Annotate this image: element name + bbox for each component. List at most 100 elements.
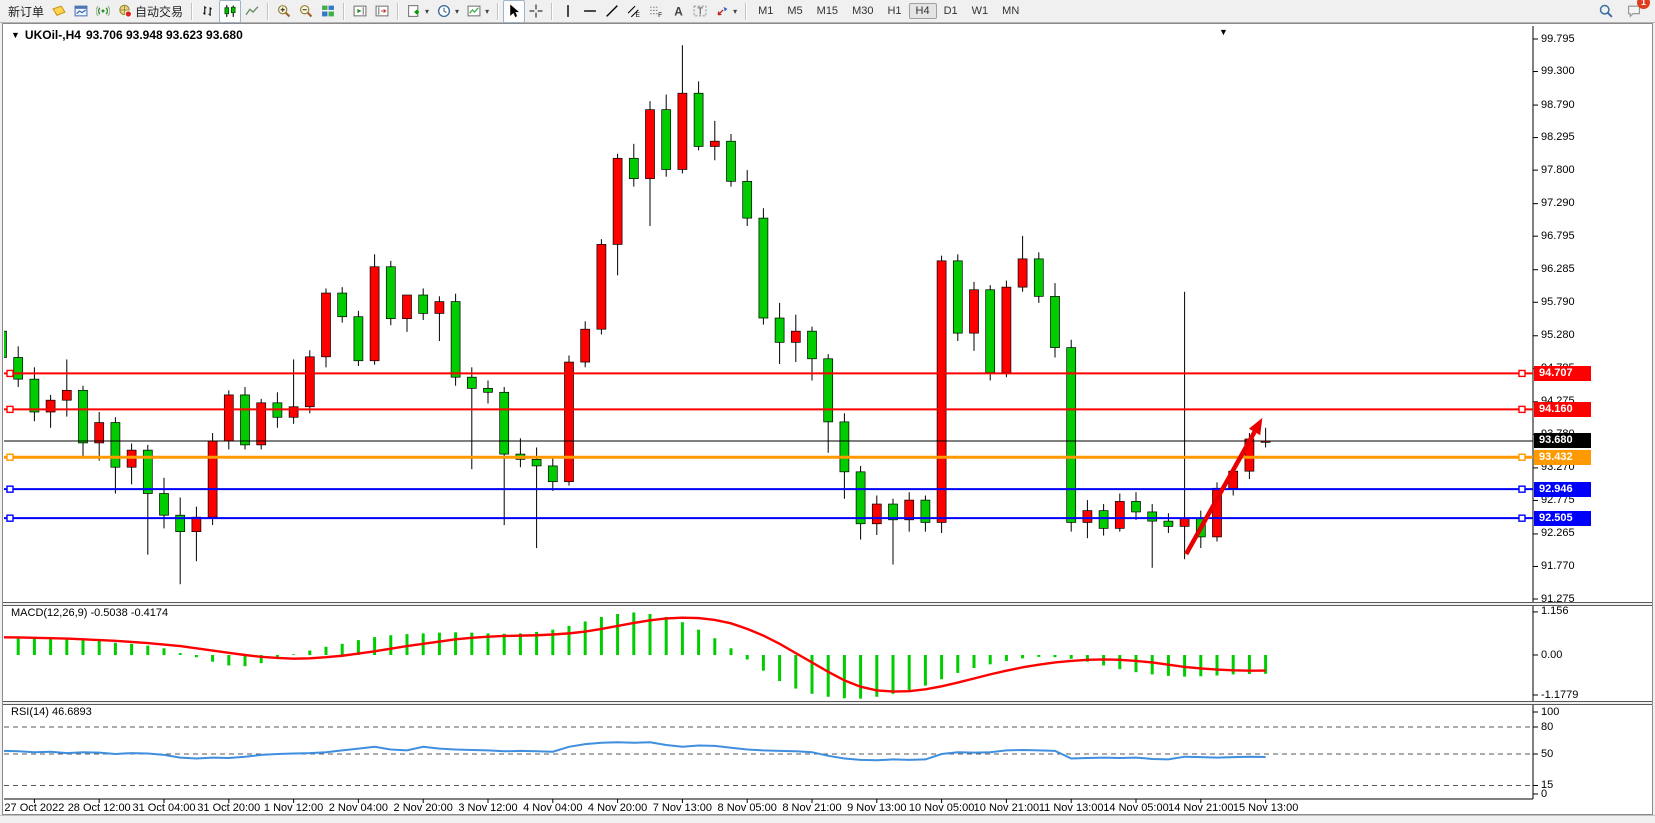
fibonacci-icon: F <box>649 4 663 18</box>
timeframe-button-h4[interactable]: H4 <box>908 3 937 19</box>
new-order-icon-button[interactable] <box>48 0 70 23</box>
timeframe-button-m30[interactable]: M30 <box>852 5 874 17</box>
macd-signal-line <box>4 616 1266 693</box>
zoom-out-icon <box>299 4 313 18</box>
period-dropdown[interactable]: ▾ <box>433 0 463 23</box>
svg-text:E: E <box>636 12 641 18</box>
dropdown-caret-icon: ▾ <box>733 6 738 16</box>
notification-badge: 1 <box>1637 0 1650 9</box>
line-anchor-marker[interactable] <box>6 369 14 378</box>
toolbar-separator <box>497 2 500 20</box>
rsi-pane-splitter[interactable] <box>3 701 1652 705</box>
crosshair-icon <box>529 4 543 18</box>
equidistant-channel-icon: E <box>627 4 641 18</box>
line-anchor-marker[interactable] <box>1518 485 1526 493</box>
search-button[interactable] <box>1595 0 1617 23</box>
timeframe-button-m15[interactable]: M15 <box>816 5 839 17</box>
zoom-out-button[interactable] <box>295 0 317 23</box>
rsi-line <box>4 741 1266 762</box>
arrows-tool-dropdown[interactable]: ▾ <box>711 0 741 23</box>
line-anchor-marker[interactable] <box>6 453 14 461</box>
toolbar-separator <box>267 2 270 20</box>
dropdown-caret-icon: ▾ <box>485 6 490 16</box>
vertical-line-icon <box>561 4 575 18</box>
trendline-icon <box>605 4 619 18</box>
autotrade-label: 自动交易 <box>135 4 184 19</box>
svg-text:F: F <box>658 12 662 18</box>
search-icon <box>1599 4 1613 18</box>
line-anchor-marker[interactable] <box>1518 369 1526 378</box>
signal-icon <box>96 4 111 18</box>
main-toolbar: 新订单 自动交易 ▾ ▾ ▾ E F A T ▾ M1 M5 M15 M30 H1 H4 D1 W1 MN 1 <box>0 0 1655 23</box>
cursor-tool-button[interactable] <box>503 0 526 23</box>
fibonacci-tool-button[interactable]: F <box>645 0 667 23</box>
timeframe-button-w1[interactable]: W1 <box>971 5 989 17</box>
arrows-tool-icon <box>715 4 729 18</box>
chart-properties-icon <box>467 4 481 18</box>
notifications-button[interactable]: 1 <box>1623 0 1650 23</box>
toolbar-separator <box>745 2 748 20</box>
new-order-button[interactable]: 新订单 <box>4 0 48 23</box>
timeframe-button-h1[interactable]: H1 <box>887 5 902 17</box>
vertical-line-tool-button[interactable] <box>557 0 579 23</box>
trendline-tool-button[interactable] <box>601 0 623 23</box>
new-chart-icon <box>407 4 421 18</box>
new-order-icon <box>52 4 66 18</box>
line-anchor-marker[interactable] <box>1518 514 1526 522</box>
candlestick-chart-button[interactable] <box>219 0 242 23</box>
timeframe-button-d1[interactable]: D1 <box>943 5 958 17</box>
crosshair-tool-button[interactable] <box>525 0 547 23</box>
tile-windows-button[interactable] <box>317 0 339 23</box>
toolbar-separator <box>397 2 400 20</box>
timeframe-button-m5[interactable]: M5 <box>787 5 803 17</box>
chart-window-icon <box>74 4 88 18</box>
status-strip <box>0 815 1655 823</box>
bar-chart-button[interactable] <box>197 0 219 23</box>
line-anchor-marker[interactable] <box>1518 405 1526 414</box>
chart-shift-icon <box>375 4 389 18</box>
chart-shift-end-icon <box>353 4 367 18</box>
channel-tool-button[interactable]: E <box>623 0 645 23</box>
trend-arrow[interactable] <box>1184 417 1263 556</box>
text-icon: A <box>671 4 685 18</box>
autotrade-icon <box>118 4 132 18</box>
toolbar-separator <box>343 2 346 20</box>
text-tool-button[interactable]: A <box>667 0 689 23</box>
horizontal-line-tool-button[interactable] <box>579 0 601 23</box>
timeframe-button-m1[interactable]: M1 <box>758 5 774 17</box>
toolbar-separator <box>551 2 554 20</box>
line-chart-button[interactable] <box>241 0 263 23</box>
bar-chart-icon <box>201 4 215 18</box>
chart-shift-button[interactable] <box>371 0 393 23</box>
line-chart-icon <box>245 4 259 18</box>
candlestick-chart[interactable] <box>3 24 1654 816</box>
signals-button[interactable] <box>92 0 114 23</box>
svg-text:T: T <box>697 7 703 18</box>
new-order-label: 新订单 <box>8 4 45 19</box>
chart-window[interactable]: ▼ UKOil-,H4 93.706 93.948 93.623 93.680 … <box>2 23 1653 815</box>
candles-layer <box>4 45 1271 585</box>
text-label-tool-button[interactable]: T <box>689 0 711 23</box>
timeframe-button-mn[interactable]: MN <box>1002 5 1020 17</box>
svg-text:A: A <box>674 4 683 18</box>
dropdown-caret-icon: ▾ <box>425 6 430 16</box>
zoom-in-icon <box>277 4 291 18</box>
charts-window-button[interactable] <box>70 0 92 23</box>
macd-pane-splitter[interactable] <box>3 602 1652 606</box>
clock-icon <box>437 4 451 18</box>
text-label-icon: T <box>693 4 707 18</box>
chart-properties-dropdown[interactable]: ▾ <box>463 0 493 23</box>
macd-histogram <box>16 612 1268 699</box>
line-anchor-marker[interactable] <box>6 405 14 414</box>
new-chart-dropdown[interactable]: ▾ <box>403 0 433 23</box>
tile-windows-icon <box>321 4 335 18</box>
line-anchor-marker[interactable] <box>6 485 14 493</box>
cursor-icon <box>507 4 521 18</box>
zoom-in-button[interactable] <box>273 0 295 23</box>
chart-shift-end-button[interactable] <box>349 0 371 23</box>
dropdown-caret-icon: ▾ <box>455 6 460 16</box>
line-anchor-marker[interactable] <box>1518 453 1526 461</box>
line-anchor-marker[interactable] <box>6 514 14 522</box>
autotrade-button[interactable]: 自动交易 <box>114 0 187 23</box>
candlestick-chart-icon <box>223 4 237 18</box>
